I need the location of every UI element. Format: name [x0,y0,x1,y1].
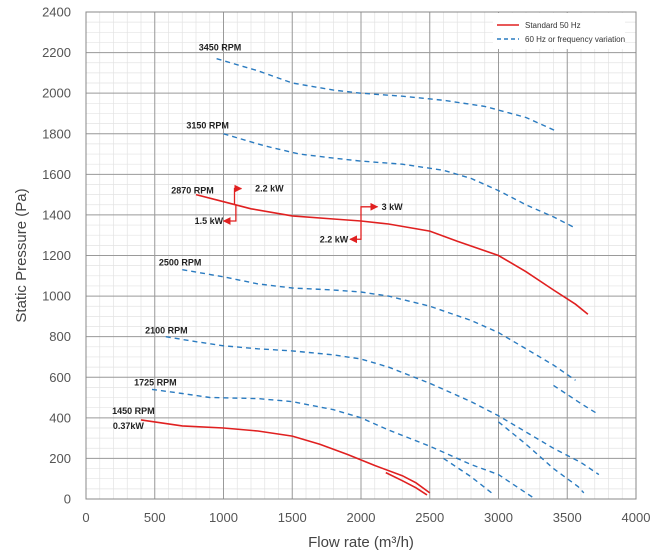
x-tick-label: 3000 [484,510,513,525]
y-tick-label: 600 [49,370,71,385]
y-tick-label: 2000 [42,86,71,101]
annotation-0-37kw: 0.37kW [113,421,145,431]
y-tick-label: 0 [64,492,71,507]
x-tick-label: 1000 [209,510,238,525]
series-label-1450-rpm: 1450 RPM [112,406,155,416]
series-line-1450-rpm [385,471,428,496]
series-line-1450-rpm [140,419,431,494]
y-axis-title: Static Pressure (Pa) [13,188,30,322]
y-tick-label: 400 [49,410,71,425]
x-tick-label: 1500 [278,510,307,525]
series-line-2500-rpm [182,269,576,381]
series-line-2100-rpm [498,421,585,494]
annotation-arrow-2-2-kw [233,184,243,205]
y-tick-label: 1800 [42,126,71,141]
legend-label-standard: Standard 50 Hz [525,21,581,30]
x-tick-label: 2500 [415,510,444,525]
plot-frame [85,11,637,500]
y-tick-label: 1000 [42,289,71,304]
series-line-3450-rpm [216,58,558,133]
legend: Standard 50 Hz 60 Hz or frequency variat… [493,13,625,49]
y-tick-label: 1600 [42,167,71,182]
series-label-3450-rpm: 3450 RPM [199,43,242,53]
series-line-1725-rpm [151,388,537,499]
x-tick-label: 2000 [347,510,376,525]
legend-label-variation: 60 Hz or frequency variation [525,35,625,44]
rpm-labels-layer: 3450 RPM 3150 RPM 2870 RPM 2500 RPM 2100 RPM… [112,43,241,416]
annotation-1-5-kw: 1.5 kW [195,216,224,226]
y-tick-label: 2200 [42,45,71,60]
y-tick-label: 1400 [42,207,71,222]
annotation-2-2-kw: 2.2 kW [320,234,349,244]
x-tick-label: 500 [144,510,166,525]
y-tick-labels: 0 200 400 600 800 1000 1200 1400 1600 1800 2000 220… [42,5,71,507]
x-tick-labels: 0 500 1000 1500 2000 2500 3000 3500 4000 [82,510,650,525]
series-label-2870-rpm: 2870 RPM [171,186,214,196]
annotation-3-kw: 3 kW [382,202,404,212]
series-line-1725-rpm [443,457,493,494]
series-line-2100-rpm [165,336,600,476]
x-tick-label: 4000 [622,510,651,525]
series-layer [140,58,600,499]
annotation-arrow-3-kw [360,202,379,222]
x-axis-title: Flow rate (m³/h) [308,534,414,550]
annotation-arrow-1-5-kw [222,204,237,225]
x-tick-label: 3500 [553,510,582,525]
y-tick-label: 2400 [42,5,71,20]
annotation-layer: 0.37kW 2.2 kW 1.5 kW 3 kW 2.2 kW [113,184,403,431]
series-line-2870-rpm [195,193,589,315]
legend-background [493,13,625,49]
annotation-arrow-2-2-kw [349,221,362,244]
y-tick-label: 200 [49,451,71,466]
series-label-3150-rpm: 3150 RPM [186,121,229,131]
series-label-2500-rpm: 2500 RPM [159,258,202,268]
series-line-2500-rpm [553,384,598,415]
annotation-2-2-kw: 2.2 kW [255,184,284,194]
y-tick-label: 1200 [42,248,71,263]
x-tick-label: 0 [82,510,89,525]
series-line-3150-rpm [223,133,576,229]
series-label-2100-rpm: 2100 RPM [145,326,188,336]
series-label-1725-rpm: 1725 RPM [134,377,177,387]
y-tick-label: 800 [49,329,71,344]
